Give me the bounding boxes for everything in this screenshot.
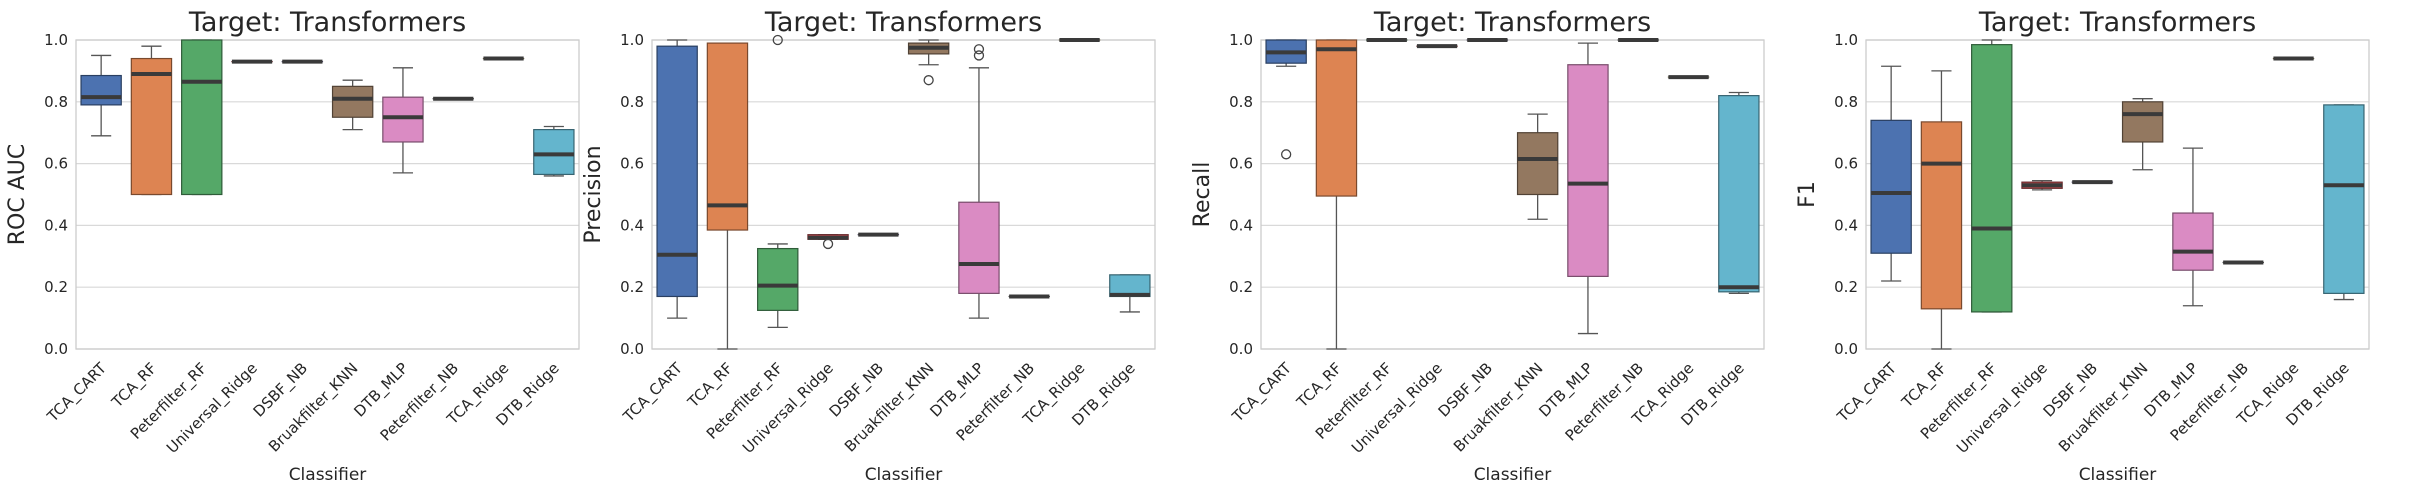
y-tick-label: 0.2 bbox=[620, 278, 644, 296]
outlier-point bbox=[1281, 149, 1292, 160]
x-category-label: Universal_Ridge bbox=[163, 359, 262, 458]
y-tick-label: 0.2 bbox=[1229, 278, 1253, 296]
outlier-point bbox=[772, 34, 783, 46]
y-tick-label: 0.6 bbox=[1834, 155, 1858, 173]
x-category-label: TCA_CART bbox=[619, 359, 687, 427]
box bbox=[2121, 101, 2164, 143]
y-tick-label: 0.4 bbox=[1834, 216, 1858, 234]
box bbox=[1516, 132, 1559, 196]
box bbox=[958, 201, 1000, 294]
box bbox=[656, 45, 698, 298]
plot-frame bbox=[651, 39, 1156, 350]
y-tick-label: 0.6 bbox=[1229, 155, 1253, 173]
box bbox=[331, 85, 374, 118]
chart-title: Target: Transformers bbox=[764, 7, 1042, 38]
y-tick-label: 0.8 bbox=[1834, 93, 1858, 111]
y-tick-label: 0.0 bbox=[620, 340, 644, 358]
x-axis-label: Classifier bbox=[289, 465, 367, 485]
box bbox=[2323, 104, 2365, 294]
y-tick-label: 0.6 bbox=[620, 155, 644, 173]
chart-title: Target: Transformers bbox=[188, 7, 466, 38]
box bbox=[1870, 119, 1912, 254]
x-category-label: TCA_CART bbox=[1833, 359, 1901, 427]
box bbox=[757, 247, 799, 311]
x-category-label: Bruakfilter_KNN bbox=[1450, 359, 1547, 456]
x-category-label: TCA_CART bbox=[1228, 359, 1296, 427]
x-category-label: Bruakfilter_KNN bbox=[2055, 359, 2152, 456]
box bbox=[130, 57, 173, 196]
y-tick-label: 0.6 bbox=[44, 155, 68, 173]
box bbox=[1315, 39, 1358, 197]
box bbox=[1920, 121, 1963, 310]
y-tick-label: 0.4 bbox=[1229, 216, 1253, 234]
y-tick-label: 0.2 bbox=[44, 278, 68, 296]
x-category-label: Bruakfilter_KNN bbox=[841, 359, 938, 456]
box bbox=[706, 42, 749, 231]
y-tick-label: 0.0 bbox=[1834, 340, 1858, 358]
plot-frame bbox=[75, 39, 580, 350]
chart-title: Target: Transformers bbox=[1978, 7, 2256, 38]
x-category-label: Universal_Ridge bbox=[1348, 359, 1447, 458]
box bbox=[533, 129, 575, 176]
outlier-point bbox=[923, 75, 934, 86]
y-tick-label: 0.4 bbox=[620, 216, 644, 234]
y-tick-label: 1.0 bbox=[1229, 31, 1253, 49]
box bbox=[181, 39, 223, 196]
y-axis-label: Precision bbox=[581, 145, 606, 243]
chart-title: Target: Transformers bbox=[1373, 7, 1651, 38]
x-axis-label: Classifier bbox=[2079, 465, 2157, 485]
box bbox=[1718, 95, 1760, 293]
x-axis-label: Classifier bbox=[1474, 465, 1552, 485]
x-category-label: TCA_CART bbox=[43, 359, 111, 427]
x-category-label: Bruakfilter_KNN bbox=[265, 359, 362, 456]
y-tick-label: 0.2 bbox=[1834, 278, 1858, 296]
y-tick-label: 0.8 bbox=[1229, 93, 1253, 111]
y-axis-label: F1 bbox=[1795, 181, 1820, 208]
y-tick-label: 0.8 bbox=[44, 93, 68, 111]
y-tick-label: 0.8 bbox=[620, 93, 644, 111]
box bbox=[1971, 44, 2013, 313]
y-axis-label: ROC AUC bbox=[5, 144, 30, 245]
plot-frame bbox=[1260, 39, 1765, 350]
box bbox=[80, 74, 122, 106]
y-axis-label: Recall bbox=[1190, 162, 1215, 228]
y-tick-label: 1.0 bbox=[44, 31, 68, 49]
box bbox=[382, 96, 424, 143]
y-tick-label: 1.0 bbox=[620, 31, 644, 49]
y-tick-label: 1.0 bbox=[1834, 31, 1858, 49]
y-tick-label: 0.4 bbox=[44, 216, 68, 234]
plot-frame bbox=[1865, 39, 2370, 350]
x-category-label: Universal_Ridge bbox=[739, 359, 838, 458]
outlier-point bbox=[973, 44, 985, 55]
box bbox=[1567, 64, 1609, 277]
y-tick-label: 0.0 bbox=[44, 340, 68, 358]
box bbox=[2172, 212, 2214, 271]
outlier-point bbox=[973, 50, 985, 61]
y-tick-label: 0.0 bbox=[1229, 340, 1253, 358]
outlier-point bbox=[822, 238, 834, 250]
x-category-label: Universal_Ridge bbox=[1953, 359, 2052, 458]
x-axis-label: Classifier bbox=[865, 465, 943, 485]
